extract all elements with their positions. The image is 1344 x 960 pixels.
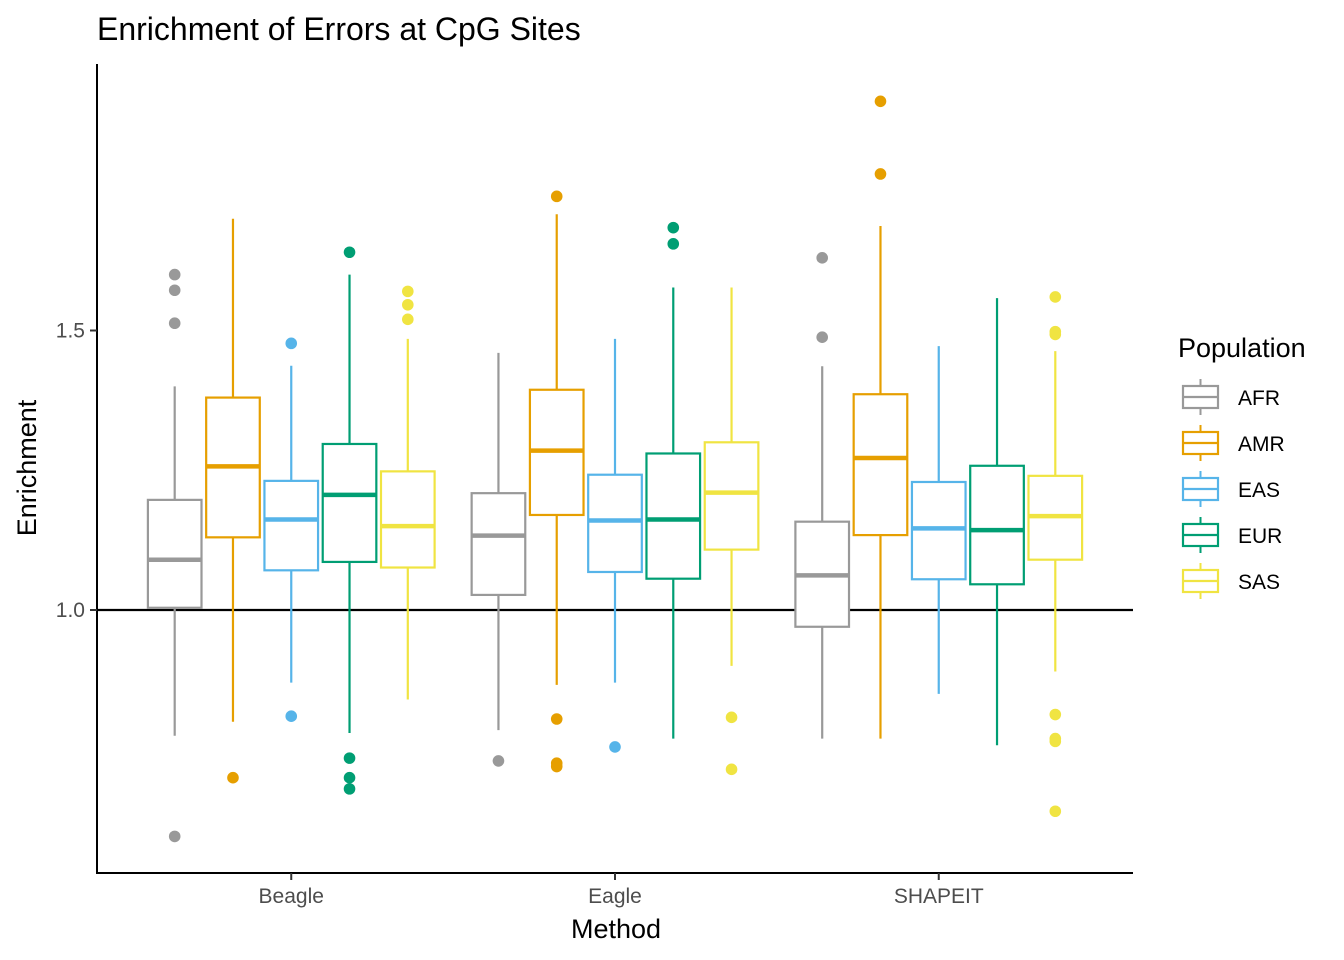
outlier-point (1049, 708, 1062, 721)
outlier-point (874, 95, 887, 108)
box-afr-beagle (146, 268, 203, 843)
outlier-point (168, 317, 181, 330)
axis-ticks: 1.0 1.5 Beagle Eagle SHAPEIT (56, 320, 984, 909)
outlier-point (1049, 805, 1062, 818)
box-amr-beagle (205, 218, 261, 784)
legend-label: SAS (1238, 571, 1280, 594)
chart-title: Enrichment of Errors at CpG Sites (97, 11, 581, 47)
outlier-point (1049, 732, 1062, 745)
outlier-point (725, 711, 738, 724)
box-iqr (587, 473, 643, 574)
outlier-point (667, 238, 680, 250)
box-sas-beagle (379, 285, 436, 700)
legend-item-eas: EAS (1181, 471, 1280, 507)
outlier-point (402, 298, 414, 311)
outlier-point (609, 741, 621, 753)
outlier-point (550, 713, 563, 725)
y-tick-label: 1.0 (56, 599, 85, 622)
outlier-point (343, 783, 356, 795)
box-eur-shapeit (969, 298, 1025, 746)
series-eur (321, 221, 1025, 795)
box-iqr (852, 393, 909, 537)
outlier-point (874, 168, 887, 180)
series-sas (379, 285, 1084, 818)
box-eur-eagle (645, 221, 702, 739)
box-iqr (703, 441, 760, 551)
series-eas (263, 337, 967, 753)
outlier-point (816, 331, 828, 344)
box-eas-eagle (587, 338, 643, 753)
legend-title: Population (1178, 333, 1306, 363)
legend-label: AFR (1238, 387, 1280, 410)
outlier-point (1049, 291, 1062, 303)
box-iqr (146, 498, 203, 609)
outlier-point (285, 710, 298, 723)
box-afr-eagle (470, 352, 527, 767)
outlier-point (725, 763, 738, 776)
box-iqr (321, 442, 378, 564)
y-axis-title: Enrichment (12, 399, 42, 536)
legend: Population AFR AMR EAS EUR SAS (1178, 333, 1306, 599)
box-iqr (263, 479, 320, 572)
outlier-point (402, 313, 414, 326)
outlier-point (227, 771, 239, 784)
legend-item-afr: AFR (1181, 379, 1280, 415)
outlier-point (816, 252, 828, 264)
x-tick-label: Eagle (588, 885, 642, 908)
series-afr (146, 252, 851, 843)
x-tick-label: SHAPEIT (894, 885, 984, 908)
box-iqr (645, 452, 702, 580)
outlier-point (343, 752, 356, 764)
box-eas-shapeit (910, 346, 967, 694)
legend-item-sas: SAS (1181, 563, 1280, 599)
box-iqr (969, 464, 1025, 586)
outlier-point (343, 771, 356, 784)
box-amr-eagle (528, 190, 585, 773)
plot-area (97, 95, 1133, 843)
legend-label: AMR (1238, 433, 1285, 456)
box-iqr (379, 470, 436, 569)
outlier-point (285, 337, 298, 350)
series-amr (205, 95, 909, 784)
outlier-point (168, 284, 181, 297)
y-tick-label: 1.5 (56, 320, 85, 343)
legend-label: EUR (1238, 525, 1282, 548)
outlier-point (168, 830, 181, 843)
outlier-point (492, 755, 505, 767)
legend-item-amr: AMR (1181, 425, 1285, 461)
box-sas-shapeit (1027, 291, 1084, 818)
outlier-point (1049, 325, 1062, 338)
box-eas-beagle (263, 337, 320, 723)
legend-label: EAS (1238, 479, 1280, 502)
box-iqr (470, 492, 527, 597)
outlier-point (550, 190, 563, 203)
box-afr-shapeit (794, 252, 851, 739)
legend-item-eur: EUR (1181, 517, 1282, 553)
outlier-point (402, 285, 414, 298)
x-axis-title: Method (571, 914, 661, 944)
outlier-point (343, 246, 356, 259)
outlier-point (168, 268, 181, 281)
box-amr-shapeit (852, 95, 909, 739)
box-sas-eagle (703, 287, 760, 776)
outlier-point (550, 757, 563, 769)
outlier-point (667, 221, 680, 234)
x-tick-label: Beagle (259, 885, 324, 908)
box-eur-beagle (321, 246, 378, 795)
